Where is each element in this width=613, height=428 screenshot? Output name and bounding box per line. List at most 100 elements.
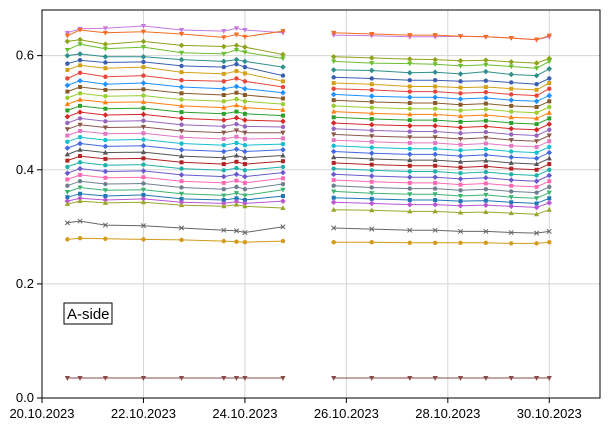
data-point (77, 160, 83, 165)
data-point (483, 57, 489, 64)
data-point (103, 194, 108, 199)
data-point (508, 138, 514, 143)
data-point (483, 198, 488, 203)
data-point (141, 65, 146, 70)
data-point (458, 102, 463, 107)
data-point (77, 27, 83, 33)
series-line (333, 139, 550, 148)
data-point (102, 112, 109, 118)
data-point (546, 190, 552, 196)
data-point (234, 69, 239, 74)
data-point (509, 172, 514, 177)
series-28 (64, 195, 553, 211)
series-line (333, 56, 550, 64)
data-point (407, 135, 413, 141)
data-point (458, 131, 463, 136)
data-point (179, 63, 184, 69)
data-point (242, 50, 248, 56)
data-point (369, 105, 374, 110)
data-point (242, 162, 247, 167)
data-point (458, 165, 463, 170)
data-point (433, 140, 438, 145)
data-point (406, 56, 413, 62)
data-point (221, 79, 226, 84)
data-point (407, 129, 412, 134)
data-point (221, 29, 227, 34)
data-point (64, 47, 70, 53)
series-4 (64, 42, 552, 71)
data-point (178, 202, 185, 208)
data-point (369, 191, 375, 196)
data-point (64, 151, 70, 157)
data-point (234, 121, 239, 127)
data-point (331, 115, 336, 120)
data-point (178, 191, 185, 197)
series-line (333, 93, 550, 102)
data-point (65, 67, 70, 72)
data-point (102, 149, 109, 155)
data-point (77, 51, 83, 57)
data-point (457, 194, 464, 199)
data-point (508, 125, 515, 132)
data-point (65, 158, 70, 163)
data-point (280, 169, 286, 176)
data-point (407, 169, 412, 174)
data-point (221, 376, 227, 381)
data-point (140, 99, 147, 104)
data-point (234, 196, 239, 201)
data-point (369, 168, 374, 173)
data-point (242, 193, 248, 199)
data-point (407, 61, 413, 67)
data-point (458, 182, 463, 187)
data-point (242, 240, 248, 245)
data-point (102, 188, 109, 194)
data-point (369, 145, 374, 150)
series-line (67, 117, 284, 128)
data-point (141, 181, 146, 186)
data-point (77, 218, 83, 224)
data-point (407, 84, 412, 89)
data-point (508, 229, 514, 236)
series-line (333, 162, 550, 171)
data-point (280, 107, 286, 112)
data-point (65, 177, 70, 182)
data-point (103, 175, 108, 180)
data-point (458, 91, 463, 96)
data-point (432, 106, 438, 111)
data-point (534, 201, 539, 206)
data-point (242, 136, 247, 141)
series-15 (65, 116, 552, 138)
data-point (102, 30, 109, 36)
data-point (369, 226, 375, 232)
data-point (78, 103, 83, 108)
data-point (280, 130, 286, 136)
data-point (102, 53, 109, 60)
data-point (369, 134, 375, 139)
data-point (533, 127, 540, 133)
data-point (533, 139, 540, 145)
data-point (330, 67, 337, 73)
data-point (432, 227, 438, 233)
data-point (234, 140, 239, 146)
data-point (547, 144, 552, 150)
data-point (280, 146, 286, 153)
series-line (67, 220, 284, 234)
data-point (77, 58, 83, 63)
data-point (140, 199, 147, 205)
series-10 (65, 85, 552, 109)
data-point (483, 209, 489, 214)
data-point (242, 58, 248, 65)
x-tick-label: 26.10.2023 (314, 406, 379, 421)
data-point (280, 136, 285, 141)
data-point (406, 69, 413, 76)
data-point (369, 99, 374, 104)
data-point (547, 240, 552, 245)
data-point (220, 43, 227, 50)
x-tick-label: 22.10.2023 (111, 406, 176, 421)
data-point (534, 150, 539, 155)
data-point (179, 179, 184, 184)
data-point (483, 62, 489, 68)
data-point (221, 143, 226, 148)
series-17 (65, 128, 552, 149)
data-point (77, 146, 83, 152)
